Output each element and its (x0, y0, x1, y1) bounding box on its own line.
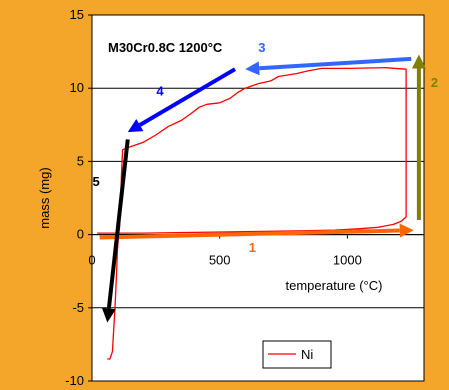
y-axis-label: mass (mg) (37, 167, 52, 228)
arrow-1-head (399, 223, 414, 238)
plot-area (91, 14, 425, 382)
arrow-5-head (101, 307, 116, 323)
y-tick-label: 5 (77, 153, 84, 168)
arrow-3-shaft (259, 56, 412, 71)
y-tick-label: 10 (70, 80, 84, 95)
legend: Ni (262, 340, 332, 369)
y-tick-label: 0 (77, 227, 84, 242)
arrow-2-label: 2 (431, 75, 438, 90)
legend-label-ni: Ni (301, 347, 313, 362)
y-tick-label: -5 (72, 300, 84, 315)
chart-annotation: M30Cr0.8C 1200°C (108, 40, 223, 55)
x-tick-label: 0 (88, 253, 95, 268)
x-axis-label: temperature (°C) (286, 278, 383, 293)
arrow-5-shaft (106, 139, 130, 309)
arrow-2-head (411, 54, 426, 69)
arrow-4-shaft (138, 67, 237, 127)
arrow-1-label: 1 (249, 240, 256, 255)
x-tick-label: 500 (209, 253, 231, 268)
y-tick-label: 15 (70, 7, 84, 22)
arrow-3-head (245, 61, 260, 76)
x-tick-label: 1000 (333, 253, 362, 268)
arrow-4-label: 4 (156, 84, 164, 99)
arrow-5-label: 5 (93, 174, 100, 189)
arrow-4-head (127, 118, 144, 133)
arrow-3-label: 3 (258, 40, 265, 55)
y-tick-label: -10 (65, 373, 84, 388)
arrow-1-shaft (99, 228, 400, 240)
